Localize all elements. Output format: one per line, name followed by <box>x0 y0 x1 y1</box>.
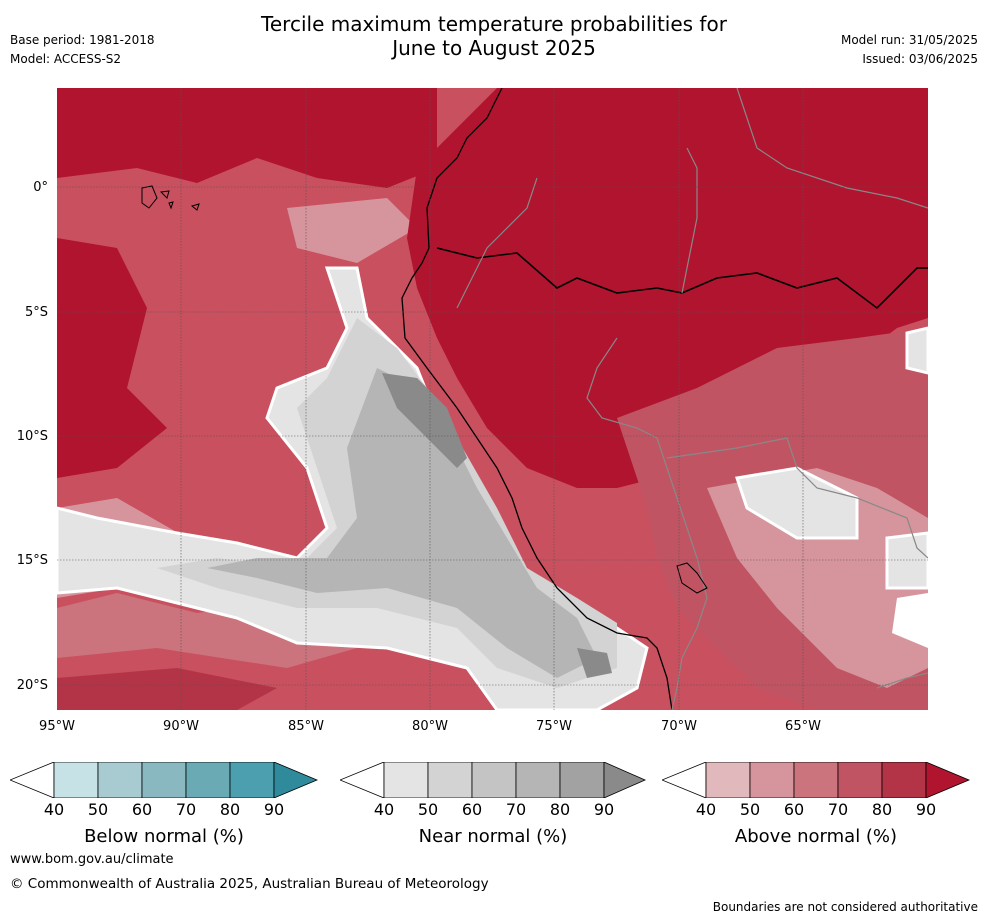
footer-disclaimer: Boundaries are not considered authoritat… <box>712 900 978 914</box>
cb-near-label: Near normal (%) <box>418 826 568 847</box>
lat-tick-0: 0° <box>33 180 48 195</box>
lon-tick-3: 80°W <box>412 719 448 734</box>
lon-tick-2: 85°W <box>288 719 324 734</box>
cb-above-seg-0 <box>662 762 707 798</box>
cb-below-tick-4: 80 <box>219 800 241 819</box>
cb-above-tick-3: 70 <box>827 800 849 819</box>
cb-below-tick-3: 70 <box>175 800 197 819</box>
footer-copyright: © Commonwealth of Australia 2025, Austra… <box>10 876 489 892</box>
lat-tick-3: 15°S <box>16 553 48 568</box>
cb-near-tick-4: 80 <box>549 800 571 819</box>
cb-below-seg-4 <box>185 762 231 798</box>
cb-near-seg-1 <box>383 762 429 798</box>
cb-above-tick-0: 40 <box>695 800 717 819</box>
cb-near-tick-2: 60 <box>461 800 483 819</box>
colorbar-near <box>340 762 646 798</box>
river-border <box>436 247 683 294</box>
probability-map <box>57 88 928 710</box>
country-border-north <box>681 88 928 294</box>
region-land-near-normal-c <box>905 326 928 375</box>
title-line-1: Tercile maximum temperature probabilitie… <box>261 12 727 36</box>
issued-date: Issued: 03/06/2025 <box>862 52 978 66</box>
cb-above-label: Above normal (%) <box>734 826 898 847</box>
cb-below-seg-5 <box>229 762 275 798</box>
cb-above-seg-2 <box>749 762 795 798</box>
lon-tick-1: 90°W <box>163 719 199 734</box>
region-near-normal-90-b <box>577 648 612 678</box>
lon-tick-4: 75°W <box>536 719 572 734</box>
cb-above-seg-5 <box>881 762 927 798</box>
cb-above-seg-6 <box>925 762 970 798</box>
cb-below-seg-6 <box>273 762 318 798</box>
lake-titicaca <box>676 562 708 594</box>
region-above-50-a <box>287 198 417 263</box>
cb-near-seg-4 <box>515 762 561 798</box>
model-name: Model: ACCESS-S2 <box>10 52 122 66</box>
region-above-90-north <box>57 88 437 188</box>
lat-tick-4: 20°S <box>16 678 48 693</box>
lat-tick-2: 10°S <box>16 429 48 444</box>
cb-below-label: Below normal (%) <box>84 826 244 847</box>
cb-below-tick-1: 50 <box>87 800 109 819</box>
cb-below-tick-2: 60 <box>131 800 153 819</box>
cb-below-tick-0: 40 <box>43 800 65 819</box>
region-above-90-west <box>57 238 167 478</box>
cb-above-tick-4: 80 <box>871 800 893 819</box>
colorbar-above <box>662 762 970 798</box>
region-land-white <box>892 593 928 648</box>
lon-tick-6: 65°W <box>785 719 821 734</box>
cb-below-seg-2 <box>97 762 143 798</box>
cb-above-tick-5: 90 <box>915 800 937 819</box>
river-border-east <box>681 267 928 310</box>
lon-tick-5: 70°W <box>661 719 697 734</box>
region-land-above-50 <box>707 468 928 688</box>
grid-lines <box>57 88 928 710</box>
cb-near-tick-0: 40 <box>373 800 395 819</box>
cb-near-seg-3 <box>471 762 517 798</box>
region-land-near-normal-b <box>885 531 928 590</box>
region-above-80-south <box>57 668 277 710</box>
base-period: Base period: 1981-2018 <box>10 33 155 47</box>
lat-tick-1: 5°S <box>24 305 48 320</box>
title-line-2: June to August 2025 <box>392 36 596 60</box>
cb-below-seg-0 <box>10 762 55 798</box>
cb-below-tick-5: 90 <box>263 800 285 819</box>
galapagos-islands <box>141 185 200 211</box>
footer-url[interactable]: www.bom.gov.au/climate <box>10 852 174 867</box>
cb-near-seg-5 <box>559 762 605 798</box>
cb-near-tick-3: 70 <box>505 800 527 819</box>
cb-above-tick-1: 50 <box>739 800 761 819</box>
model-run: Model run: 31/05/2025 <box>840 33 978 47</box>
cb-above-seg-4 <box>837 762 883 798</box>
coastline <box>401 88 673 710</box>
cb-below-seg-1 <box>53 762 99 798</box>
cb-near-tick-5: 90 <box>593 800 615 819</box>
cb-near-seg-6 <box>603 762 646 798</box>
cb-near-tick-1: 50 <box>417 800 439 819</box>
colorbar-below <box>10 762 318 798</box>
cb-above-seg-1 <box>705 762 751 798</box>
country-border-peru-colombia <box>456 177 538 309</box>
region-near-normal-90 <box>382 373 467 468</box>
lon-tick-0: 95°W <box>39 719 75 734</box>
cb-above-tick-2: 60 <box>783 800 805 819</box>
country-border-bolivia-brazil <box>666 437 928 689</box>
cb-above-seg-3 <box>793 762 839 798</box>
cb-near-seg-0 <box>340 762 385 798</box>
region-near-normal-70 <box>207 368 597 678</box>
country-border-peru-bolivia <box>586 337 708 710</box>
cb-near-seg-2 <box>427 762 473 798</box>
cb-below-seg-3 <box>141 762 187 798</box>
chart-title: Tercile maximum temperature probabilitie… <box>0 12 988 60</box>
